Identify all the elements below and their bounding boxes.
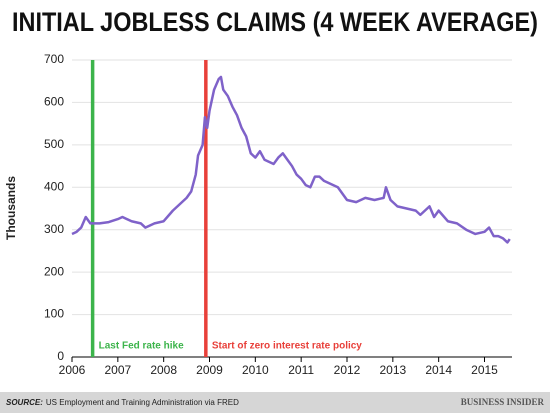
y-tick-label: 0 xyxy=(57,349,64,363)
y-tick-label: 300 xyxy=(44,222,64,236)
y-tick-label: 200 xyxy=(44,264,64,278)
x-tick-label: 2006 xyxy=(59,363,86,377)
brand: BUSINESS INSIDER xyxy=(461,397,545,407)
y-tick-label: 100 xyxy=(44,307,64,321)
annotation-label: Last Fed rate hike xyxy=(99,341,184,352)
y-tick-label: 500 xyxy=(44,137,64,151)
y-tick-label: 700 xyxy=(44,52,64,66)
x-tick-label: 2007 xyxy=(104,363,131,377)
x-tick-label: 2014 xyxy=(425,363,452,377)
data-line xyxy=(71,75,511,244)
x-tick-label: 2013 xyxy=(379,363,406,377)
annotation-label: Start of zero interest rate policy xyxy=(212,341,362,352)
y-tick-label: 600 xyxy=(44,95,64,109)
x-tick-label: 2009 xyxy=(196,363,223,377)
y-axis-label: Thousands xyxy=(4,176,18,240)
x-tick-label: 2008 xyxy=(150,363,177,377)
y-tick-label: 400 xyxy=(44,179,64,193)
x-tick-label: 2010 xyxy=(242,363,269,377)
chart-title: INITIAL JOBLESS CLAIMS (4 WEEK AVERAGE) xyxy=(12,7,538,37)
x-tick-label: 2011 xyxy=(288,363,314,377)
footer xyxy=(0,392,550,413)
x-tick-label: 2015 xyxy=(471,363,498,377)
x-tick-label: 2012 xyxy=(334,363,361,377)
source: SOURCE: US Employment and Training Admini… xyxy=(6,398,239,407)
